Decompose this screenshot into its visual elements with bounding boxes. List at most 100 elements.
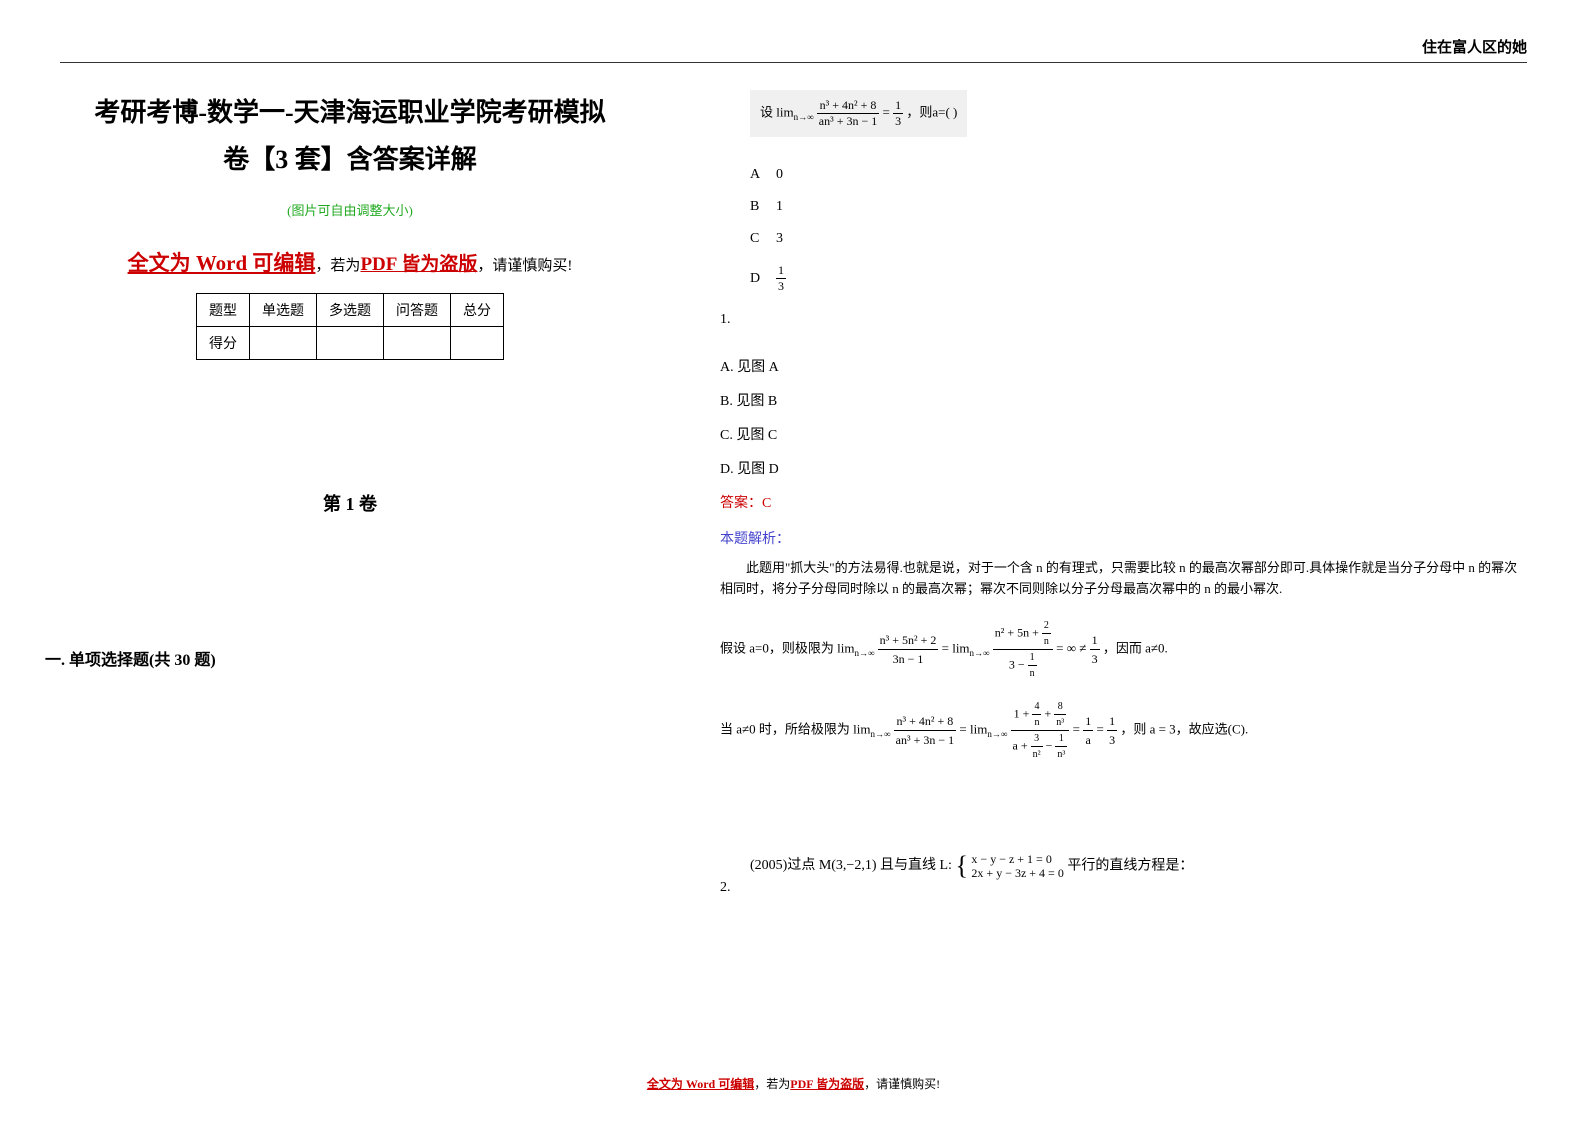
th-total: 总分 [451, 293, 504, 326]
th-qa: 问答题 [384, 293, 451, 326]
q1-tail: ，则a=( ) [906, 104, 957, 119]
m1-lim: lim [837, 640, 854, 655]
header-divider [60, 62, 1527, 63]
m2-f1: n³ + 4n² + 8an³ + 3n − 1 [894, 712, 956, 749]
choice-d-den: 3 [776, 279, 786, 294]
choice-d-label: D [750, 271, 776, 287]
m2-tail: ，则 a = 3，故应选(C). [1120, 721, 1248, 736]
td-empty [317, 326, 384, 359]
q1-prefix: 设 [760, 104, 776, 119]
warning-sep: ，若为 [315, 258, 360, 274]
left-column: 考研考博-数学一-天津海运职业学院考研模拟 卷【3 套】含答案详解 (图片可自由… [60, 90, 640, 896]
m1-f2-den-b-num: 1 [1028, 650, 1037, 666]
q2-eq-stack: x − y − z + 1 = 0 2x + y − 3z + 4 = 0 [971, 852, 1063, 881]
m1-f2-num: n² + 5n + 2n [993, 618, 1053, 650]
m1-eq: = [942, 640, 953, 655]
q1-lim: lim [776, 104, 793, 119]
opt-b: B. 见图 B [720, 390, 1527, 410]
choice-d-frac: 13 [776, 263, 786, 294]
footer: 全文为 Word 可编辑，若为PDF 皆为盗版，请谨慎购买! [0, 1075, 1587, 1092]
m2-f2-num: 1 + 4n + 8n³ [1011, 699, 1070, 731]
choice-a-val: 0 [776, 167, 783, 182]
m2-lim2: lim [970, 721, 987, 736]
q1-math1: 假设 a=0，则极限为 limn→∞ n³ + 5n² + 23n − 1 = … [720, 618, 1527, 681]
page-columns: 考研考博-数学一-天津海运职业学院考研模拟 卷【3 套】含答案详解 (图片可自由… [60, 90, 1527, 896]
opt-d: D. 见图 D [720, 458, 1527, 478]
warning-tail: ，请谨慎购买! [477, 258, 572, 274]
m1-f2-num-b-num: 2 [1042, 618, 1051, 634]
m2-f2: 1 + 4n + 8n³ a + 3n² − 1n³ [1011, 699, 1070, 762]
m2-f4-den: 3 [1107, 731, 1117, 749]
choice-a-label: A [750, 167, 776, 183]
m2-f2-num-d-num: 8 [1054, 699, 1066, 715]
q2-prefix: (2005)过点 M(3,−2,1) 且与直线 L: [750, 858, 955, 873]
title-line2: 卷【3 套】含答案详解 [223, 145, 477, 174]
header-corner-text: 住在富人区的她 [1422, 36, 1527, 57]
choice-d-num: 1 [776, 263, 786, 279]
choice-c-label: C [750, 231, 776, 247]
warning-line: 全文为 Word 可编辑，若为PDF 皆为盗版，请谨慎购买! [60, 247, 640, 277]
m1-ft-den: 3 [1090, 650, 1100, 668]
q1-frac: n³ + 4n² + 8an³ + 3n − 1 [817, 98, 879, 129]
m2-f2-den-d: 1n³ [1055, 731, 1067, 762]
m1-sub2: n→∞ [970, 648, 990, 658]
table-header-row: 题型 单选题 多选题 问答题 总分 [197, 293, 504, 326]
question1-prompt: 设 limn→∞ n³ + 4n² + 8an³ + 3n − 1 = 13 ，… [750, 90, 967, 137]
m1-f2-num-b-den: n [1042, 634, 1051, 649]
q1-frac2-num: 1 [893, 98, 903, 114]
footer-tail: ，请谨慎购买! [864, 1077, 940, 1091]
q1-answer: 答案：C [720, 492, 1527, 512]
volume-title: 第 1 卷 [60, 490, 640, 516]
m2-sub2: n→∞ [987, 729, 1007, 739]
m1-f2: n² + 5n + 2n 3 − 1n [993, 618, 1053, 681]
q2-number: 2. [720, 880, 731, 896]
question2: (2005)过点 M(3,−2,1) 且与直线 L: { x − y − z +… [720, 852, 1527, 897]
q1-frac2: 13 [893, 98, 903, 129]
m2-f2-den: a + 3n² − 1n³ [1011, 731, 1070, 762]
m2-f2-den-d-den: n³ [1055, 747, 1067, 762]
choice-a: A0 [750, 167, 1527, 183]
choice-c-val: 3 [776, 231, 783, 246]
m1-ft-num: 1 [1090, 631, 1100, 650]
th-type: 题型 [197, 293, 250, 326]
td-empty [451, 326, 504, 359]
td-empty [384, 326, 451, 359]
m1-f2-den-b: 1n [1028, 650, 1037, 681]
m2-prefix: 当 a≠0 时，所给极限为 [720, 721, 853, 736]
m2-f2-den-d-num: 1 [1055, 731, 1067, 747]
q1-math2: 当 a≠0 时，所给极限为 limn→∞ n³ + 4n² + 8an³ + 3… [720, 699, 1527, 762]
m2-f2-num-c: + [1041, 706, 1054, 720]
m1-ft: 13 [1090, 631, 1100, 668]
q1-answer-options: A. 见图 A B. 见图 B C. 见图 C D. 见图 D [720, 356, 1527, 478]
q1-lim-sub: n→∞ [794, 112, 814, 122]
q1-frac-den: an³ + 3n − 1 [817, 114, 879, 129]
opt-c: C. 见图 C [720, 424, 1527, 444]
m1-f2-den: 3 − 1n [993, 650, 1053, 681]
brace-icon: { [955, 858, 967, 874]
m2-sub: n→∞ [871, 729, 891, 739]
m2-f3-den: a [1083, 731, 1093, 749]
q2-eq2: 2x + y − 3z + 4 = 0 [971, 866, 1063, 880]
q2-tail: 平行的直线方程是： [1067, 858, 1193, 873]
opt-a: A. 见图 A [720, 356, 1527, 376]
m1-lim2: lim [952, 640, 969, 655]
m2-f2-den-b-den: n² [1031, 747, 1043, 762]
q2-eq1: x − y − z + 1 = 0 [971, 852, 1051, 866]
m2-f1-den: an³ + 3n − 1 [894, 731, 956, 749]
m2-f2-num-d-den: n³ [1054, 715, 1066, 730]
table-score-row: 得分 [197, 326, 504, 359]
m2-f2-den-b: 3n² [1031, 731, 1043, 762]
choice-d: D13 [750, 263, 1527, 294]
choice-b: B1 [750, 199, 1527, 215]
m1-f1: n³ + 5n² + 23n − 1 [878, 631, 939, 668]
section-title: 一. 单项选择题(共 30 题) [45, 646, 640, 670]
m1-prefix: 假设 a=0，则极限为 [720, 640, 834, 655]
th-multi: 多选题 [317, 293, 384, 326]
footer-editable: 全文为 Word 可编辑 [647, 1077, 754, 1091]
choice-b-label: B [750, 199, 776, 215]
q1-frac-num: n³ + 4n² + 8 [817, 98, 879, 114]
m1-f2-den-a: 3 − [1009, 657, 1028, 671]
th-single: 单选题 [250, 293, 317, 326]
m2-eq: = [959, 721, 970, 736]
footer-pirated: PDF 皆为盗版 [790, 1077, 864, 1091]
